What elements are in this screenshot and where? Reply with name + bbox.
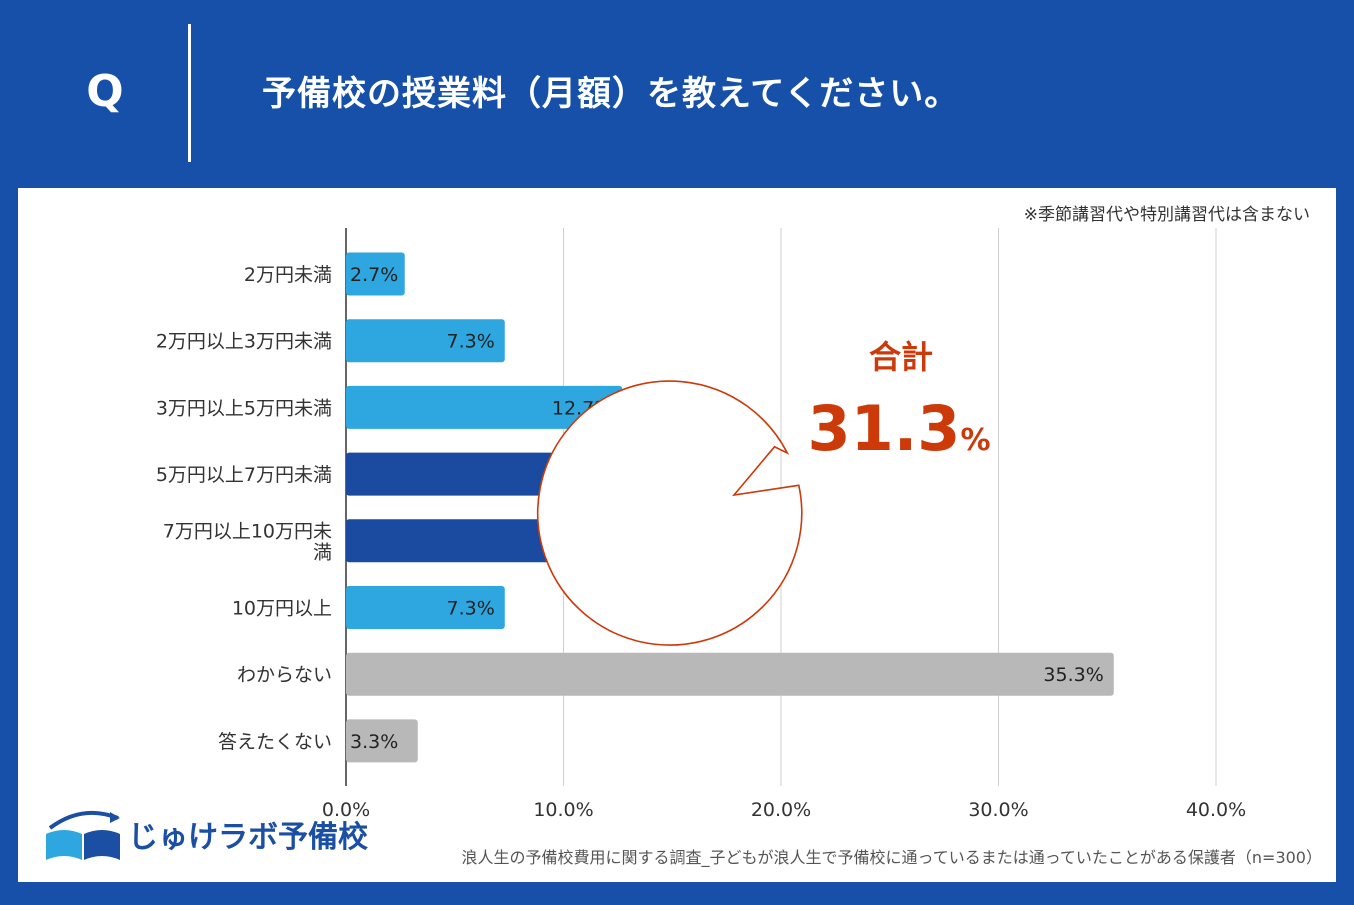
brand-logo: じゅけラボ予備校 bbox=[40, 808, 368, 868]
header-bar: Q 予備校の授業料（月額）を教えてください。 bbox=[0, 0, 1354, 188]
category-label: 答えたくない bbox=[218, 731, 332, 753]
category-label: 3万円以上5万円未満 bbox=[156, 397, 332, 419]
bar bbox=[346, 719, 418, 763]
callout-label: 合計 bbox=[869, 338, 933, 376]
note-text: ※季節講習代や特別講習代は含まない bbox=[1023, 205, 1310, 225]
logo-text: じゅけラボ予備校 bbox=[128, 820, 368, 855]
callout-unit: % bbox=[960, 423, 990, 458]
total-callout: 合計 31.3% bbox=[536, 338, 991, 646]
category-label: 5万円以上7万円未満 bbox=[156, 464, 332, 486]
category-label: 7万円以上10万円未 bbox=[163, 520, 332, 542]
bar-value-label: 2.7% bbox=[350, 264, 398, 286]
bar-value-label: 7.3% bbox=[446, 598, 494, 620]
book-logo-icon bbox=[46, 810, 120, 860]
q-label: Q bbox=[86, 66, 124, 117]
header-divider bbox=[188, 24, 191, 162]
category-label: 2万円未満 bbox=[244, 264, 332, 286]
callout-value-text: 31.3% bbox=[807, 392, 990, 465]
bar-value-label: 3.3% bbox=[350, 731, 398, 753]
bar-value-label: 35.3% bbox=[1043, 664, 1103, 686]
callout-bubble bbox=[536, 380, 803, 646]
category-label: 10万円以上 bbox=[232, 598, 332, 620]
x-tick-label: 10.0% bbox=[533, 799, 593, 821]
bar bbox=[346, 586, 505, 629]
category-label: 満 bbox=[313, 541, 332, 563]
x-tick-label: 20.0% bbox=[751, 799, 811, 821]
category-label: わからない bbox=[237, 664, 332, 686]
x-tick-label: 30.0% bbox=[968, 799, 1028, 821]
category-label: 2万円以上3万円未満 bbox=[156, 331, 332, 353]
bar-value-label: 7.3% bbox=[446, 331, 494, 353]
x-tick-label: 0.0% bbox=[322, 799, 370, 821]
source-note: 浪人生の予備校費用に関する調査_子どもが浪人生で予備校に通っているまたは通ってい… bbox=[461, 848, 1323, 867]
bar bbox=[346, 319, 505, 363]
question-title: 予備校の授業料（月額）を教えてください。 bbox=[262, 74, 960, 114]
bar bbox=[346, 652, 1114, 696]
bar bbox=[346, 385, 623, 429]
chart-panel: 0.0% 10.0% 20.0% 30.0% 40.0% 2.7% 2万円未満 7.3% 2万円… bbox=[18, 188, 1336, 882]
callout-value: 31.3 bbox=[807, 392, 960, 465]
x-tick-label: 40.0% bbox=[1186, 799, 1246, 821]
bar bbox=[346, 252, 405, 296]
bar-chart: 0.0% 10.0% 20.0% 30.0% 40.0% 2.7% 2万円未満 7.3% 2万円… bbox=[156, 228, 1246, 821]
